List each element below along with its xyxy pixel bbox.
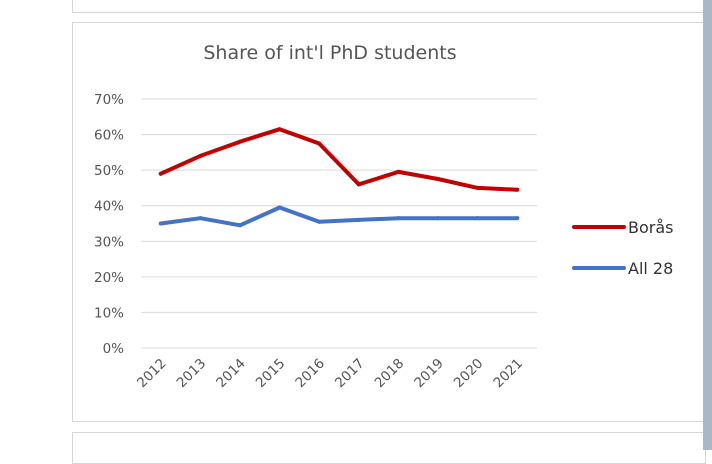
data-point xyxy=(396,216,401,221)
data-point xyxy=(277,127,282,132)
data-point xyxy=(396,169,401,174)
data-point xyxy=(317,219,322,224)
y-tick-label: 50% xyxy=(94,163,124,179)
x-tick-label: 2019 xyxy=(411,356,447,392)
data-point xyxy=(515,216,520,221)
x-tick-label: 2018 xyxy=(372,356,408,392)
series-line-1 xyxy=(158,205,520,228)
series-line-0 xyxy=(158,127,520,192)
x-tick-label: 2017 xyxy=(332,356,368,392)
x-tick-label: 2014 xyxy=(213,356,249,392)
data-point xyxy=(317,141,322,146)
data-point xyxy=(238,223,242,228)
chart-title: Share of int'l PhD students xyxy=(203,42,457,64)
data-point xyxy=(198,216,203,221)
y-tick-label: 20% xyxy=(94,270,124,286)
data-point xyxy=(475,216,480,221)
y-tick-label: 10% xyxy=(94,305,124,321)
data-point xyxy=(436,177,440,182)
x-tick-label: 2020 xyxy=(451,356,487,392)
x-tick-label: 2016 xyxy=(292,356,328,392)
y-tick-label: 60% xyxy=(94,128,124,144)
x-tick-label: 2012 xyxy=(134,356,170,392)
scrollbar[interactable] xyxy=(703,0,712,450)
data-point xyxy=(436,216,440,221)
data-point xyxy=(158,171,163,176)
x-tick-label: 2021 xyxy=(490,356,526,392)
y-tick-label: 30% xyxy=(94,234,124,250)
data-point xyxy=(475,185,480,190)
y-tick-label: 40% xyxy=(94,199,124,215)
y-tick-label: 0% xyxy=(103,341,125,357)
line-chart: 0% 10% 20% 30% 40% 50% 60% 70% 2012 2013 2014 2015… xyxy=(94,92,674,392)
data-point xyxy=(198,153,203,158)
x-tick-label: 2013 xyxy=(174,356,210,392)
legend-label: All 28 xyxy=(628,259,673,278)
legend-label: Borås xyxy=(628,218,673,237)
x-tick-label: 2015 xyxy=(253,356,289,392)
data-point xyxy=(356,217,361,222)
data-point xyxy=(515,187,520,192)
data-point xyxy=(277,205,282,210)
data-point xyxy=(238,139,242,144)
data-point xyxy=(158,221,163,226)
data-point xyxy=(356,182,361,187)
y-tick-label: 70% xyxy=(94,92,124,108)
